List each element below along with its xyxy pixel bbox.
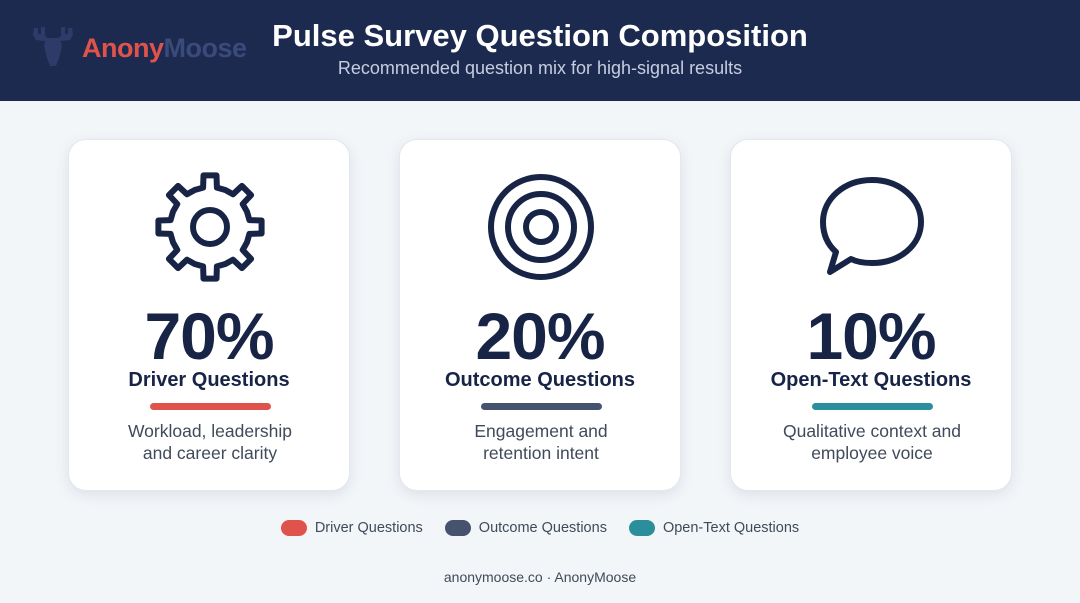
card-outcome-questions: 20% Outcome Questions Engagement and ret… [399,139,681,491]
card-title: Driver Questions [128,369,290,391]
header-banner: AnonyMoose Pulse Survey Question Composi… [0,0,1080,101]
percent-value: 70% [144,299,274,373]
legend-label: Outcome Questions [478,520,607,536]
legend-item-outcome: Outcome Questions [444,520,607,536]
card-description: Engagement and retention intent [474,421,608,463]
gear-icon [155,172,265,282]
color-bar [481,403,602,410]
legend-item-open-text: Open-Text Questions [628,520,800,536]
card-open-text-questions: 10% Open-Text Questions Qualitative cont… [730,139,1012,491]
page-subtitle: Recommended question mix for high-signal… [337,58,743,78]
gear-outline [155,172,265,282]
legend-label: Open-Text Questions [662,520,800,536]
card-driver-questions: 70% Driver Questions Workload, leadershi… [68,139,350,491]
speech-bubble-icon [820,177,924,275]
color-bar [150,403,271,410]
percent-value: 10% [806,299,936,373]
page-title: Pulse Survey Question Composition [272,18,808,53]
percent-value: 20% [475,299,605,373]
logo: AnonyMoose [30,24,247,72]
card-description: Qualitative context and employee voice [782,421,962,463]
card-description: Workload, leadership and career clarity [127,421,293,463]
card-title: Outcome Questions [444,369,636,391]
legend-swatch [628,520,655,536]
moose-icon [33,27,73,66]
legend-swatch [280,520,307,536]
footer-attribution: anonymoose.co · AnonyMoose [443,569,637,585]
target-icon [488,174,594,280]
legend-swatch [444,520,471,536]
legend-label: Driver Questions [314,520,423,536]
legend-item-driver: Driver Questions [280,520,423,536]
color-bar [812,403,933,410]
logo-wordmark: AnonyMoose [82,32,247,63]
legend: Driver Questions Outcome Questions Open-… [0,520,1080,536]
card-title: Open-Text Questions [770,369,972,391]
